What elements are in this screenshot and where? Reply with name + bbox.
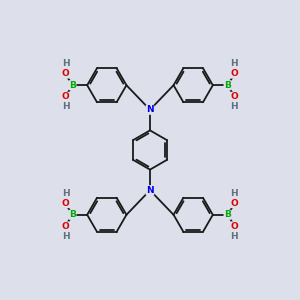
- Text: O: O: [61, 92, 69, 101]
- Text: O: O: [231, 222, 239, 231]
- Text: B: B: [224, 81, 231, 90]
- Text: H: H: [230, 59, 238, 68]
- Text: H: H: [62, 232, 70, 241]
- Text: O: O: [231, 92, 239, 101]
- Text: N: N: [146, 186, 154, 195]
- Text: H: H: [230, 232, 238, 241]
- Text: O: O: [61, 222, 69, 231]
- Text: N: N: [146, 105, 154, 114]
- Text: H: H: [230, 189, 238, 198]
- Text: B: B: [69, 81, 76, 90]
- Text: O: O: [231, 69, 239, 78]
- Text: O: O: [61, 199, 69, 208]
- Text: O: O: [61, 69, 69, 78]
- Text: H: H: [62, 189, 70, 198]
- Text: H: H: [62, 59, 70, 68]
- Text: B: B: [69, 210, 76, 219]
- Text: O: O: [231, 199, 239, 208]
- Text: H: H: [62, 102, 70, 111]
- Text: H: H: [230, 102, 238, 111]
- Text: B: B: [224, 210, 231, 219]
